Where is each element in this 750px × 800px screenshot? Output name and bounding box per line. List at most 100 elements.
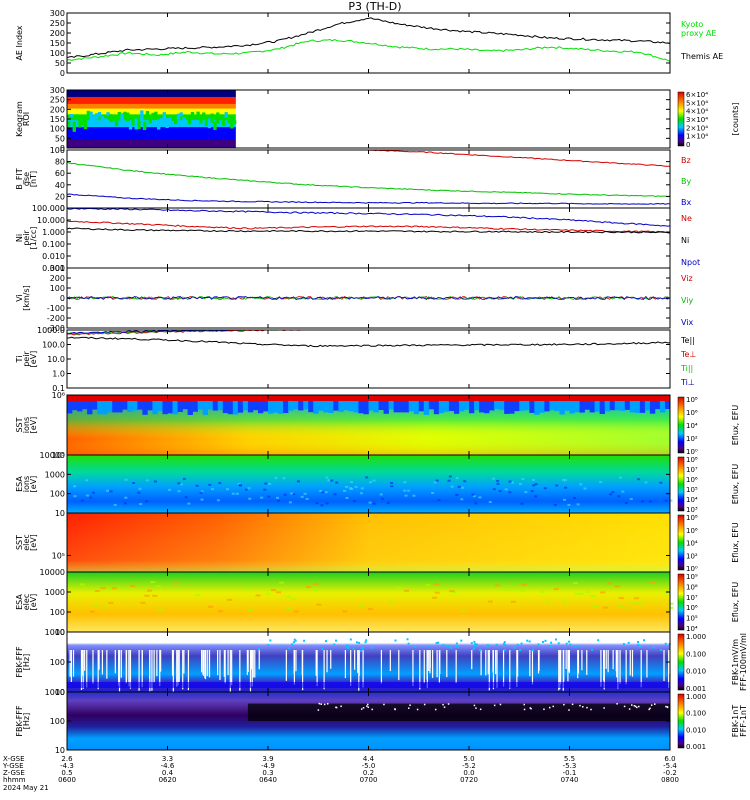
heatmap-cell [128, 650, 130, 687]
heatmap-cell [335, 481, 339, 484]
heatmap-cell [504, 588, 510, 591]
heatmap-cell [264, 482, 268, 485]
heatmap-cell [543, 708, 545, 711]
heatmap-cell [478, 496, 482, 499]
heatmap-cell [654, 703, 656, 705]
heatmap-cell [365, 476, 369, 479]
colorbar-tick-label: 10⁸ [686, 583, 698, 591]
heatmap-cell [589, 401, 595, 413]
heatmap-cell [609, 401, 616, 411]
heatmap-cell [230, 118, 234, 129]
heatmap-cell [227, 598, 233, 601]
heatmap-cell [92, 401, 98, 410]
heatmap-cell [97, 112, 102, 117]
heatmap-cell [413, 401, 420, 415]
heatmap-cell [367, 706, 370, 708]
series-line [66, 193, 671, 205]
colorbar-tick-label: 10⁴ [686, 540, 698, 548]
heatmap-cell [120, 113, 124, 121]
y-tick-label: 0.001 [42, 264, 65, 273]
heatmap-cell [142, 121, 147, 131]
heatmap-cell [423, 703, 426, 706]
heatmap-cell [471, 493, 475, 496]
heatmap-cell [504, 401, 510, 414]
y-axis-label: Keogram [15, 101, 24, 137]
heatmap-cell [554, 401, 560, 412]
heatmap-cell [326, 703, 329, 705]
colorbar-label: FBK-1mV/m [731, 639, 740, 685]
y-tick-label: -300 [47, 324, 65, 333]
heatmap-cell [252, 650, 254, 678]
heatmap-cell [451, 591, 457, 594]
heatmap-cell [217, 610, 223, 613]
heatmap-band [67, 108, 236, 115]
x-tick-label: 0.5 [61, 769, 72, 777]
heatmap-cell [131, 116, 136, 126]
heatmap-cell [69, 650, 71, 677]
heatmap-cell [159, 650, 161, 687]
heatmap-cell [217, 650, 219, 676]
heatmap-cell [523, 708, 526, 711]
colorbar-tick-label: 10² [686, 435, 698, 443]
heatmap-cell [227, 650, 229, 676]
heatmap-cell [607, 650, 609, 673]
heatmap-cell [474, 643, 477, 646]
heatmap-cell [650, 704, 653, 706]
heatmap-cell [78, 119, 82, 128]
heatmap-cell [85, 494, 89, 497]
heatmap-cell [554, 638, 557, 641]
heatmap-cell [343, 489, 347, 492]
heatmap-cell [130, 584, 136, 587]
heatmap-cell [603, 707, 605, 709]
heatmap-cell [450, 485, 454, 488]
heatmap-cell [499, 703, 502, 706]
heatmap-cell [380, 497, 384, 500]
heatmap-cell [358, 641, 361, 644]
heatmap-cell [571, 703, 574, 706]
heatmap-cell [242, 401, 249, 411]
heatmap-cell [503, 642, 506, 645]
heatmap-cell [455, 650, 457, 684]
heatmap-cell [355, 641, 358, 644]
heatmap-cell [255, 594, 261, 597]
heatmap-cell [123, 111, 127, 116]
heatmap-cell [509, 650, 511, 689]
heatmap-cell [153, 480, 157, 483]
y-tick-label: 200 [50, 105, 65, 114]
heatmap-cell [574, 401, 580, 413]
heatmap-cell [496, 482, 500, 485]
heatmap-cell [231, 492, 235, 495]
y-axis-label: elec [22, 534, 31, 550]
heatmap-cell [638, 602, 644, 605]
colorbar-tick-label: 10⁰ [686, 565, 698, 573]
heatmap-cell [359, 649, 362, 652]
heatmap-cell [278, 401, 284, 414]
figure-title: P3 (TH-D) [348, 0, 401, 13]
heatmap-cell [563, 498, 567, 501]
heatmap-cell [195, 594, 201, 597]
heatmap-cell [146, 589, 152, 592]
colorbar-label: FFF-1nT [739, 705, 748, 737]
colorbar-label: FFF-100mV/ml [739, 633, 748, 691]
y-tick-label: 10⁶ [52, 391, 65, 400]
heatmap-cell [111, 587, 117, 590]
heatmap-cell [503, 648, 506, 651]
heatmap-cell [98, 650, 100, 670]
heatmap-cell [537, 643, 540, 646]
heatmap-cell [599, 401, 605, 415]
colorbar-label: Eflux, EFU [731, 522, 740, 563]
heatmap-cell [442, 644, 445, 647]
heatmap-cell [178, 650, 180, 682]
y-axis-label: B_FIT [15, 168, 24, 189]
heatmap-cell [183, 650, 185, 674]
heatmap-cell [345, 485, 349, 488]
colorbar-tick-label: 10⁶ [686, 604, 698, 612]
x-tick-label: 0.2 [363, 769, 374, 777]
heatmap-cell [249, 650, 252, 692]
heatmap-cell [350, 650, 352, 687]
heatmap-cell [549, 645, 552, 648]
heatmap-band [67, 455, 670, 513]
heatmap-cell [157, 119, 161, 130]
